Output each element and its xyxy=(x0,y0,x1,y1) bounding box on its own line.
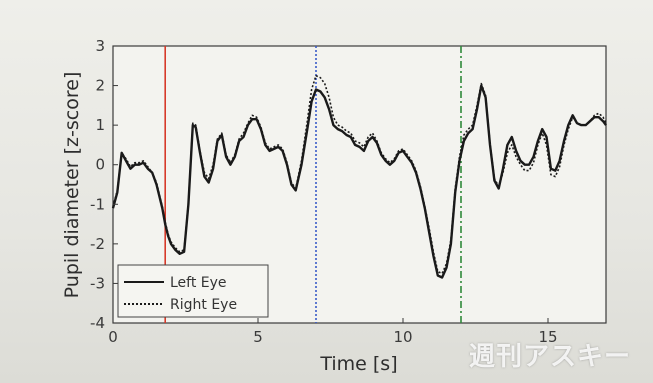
axis-ticks: 0 5 10 15 -4 -3 -2 -1 0 1 2 3 xyxy=(90,37,558,346)
legend-label-right-eye: Right Eye xyxy=(170,297,237,313)
x-tick-label: 10 xyxy=(393,328,412,346)
x-axis-title: Time [s] xyxy=(319,353,397,375)
series-line-right-eye xyxy=(112,74,607,275)
legend-box xyxy=(117,264,269,318)
legend-label-left-eye: Left Eye xyxy=(170,275,227,291)
y-axis-title: Pupil diameter [z-score] xyxy=(61,72,83,299)
y-tick-label: 2 xyxy=(95,77,105,95)
series-lines xyxy=(111,74,607,279)
y-tick-label: -3 xyxy=(90,274,105,292)
y-tick-label: -1 xyxy=(90,195,105,213)
y-tick-label: -2 xyxy=(90,235,105,253)
x-tick-label: 5 xyxy=(253,328,263,346)
y-tick-label: 3 xyxy=(95,37,105,55)
x-tick-label: 15 xyxy=(538,328,557,346)
legend: Left Eye Right Eye xyxy=(117,264,269,318)
x-tick-label: 0 xyxy=(108,328,118,346)
y-tick-label: -4 xyxy=(90,314,105,332)
y-tick-label: 1 xyxy=(95,116,105,134)
watermark-logo: 週刊アスキー xyxy=(468,342,631,372)
y-tick-label: 0 xyxy=(95,156,105,174)
